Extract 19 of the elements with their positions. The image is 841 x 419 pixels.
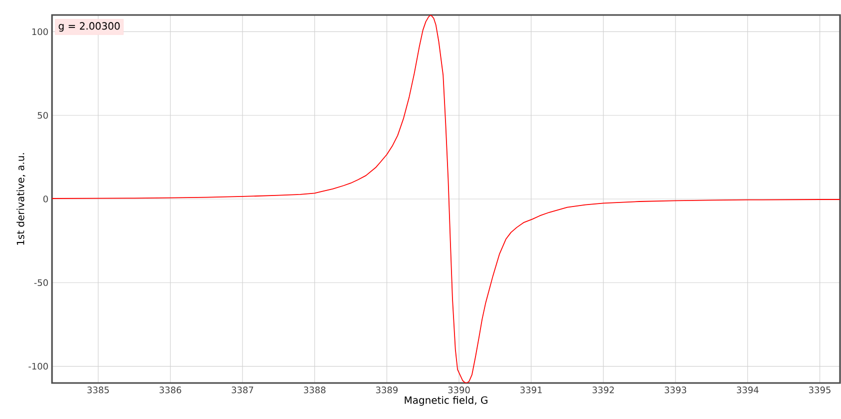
x-tick-label: 3391: [520, 386, 542, 394]
x-tick-label: 3388: [304, 386, 326, 394]
y-tick-label: -100: [28, 362, 48, 370]
y-tick-label: 100: [32, 28, 48, 36]
x-tick-label: 3390: [448, 386, 470, 394]
y-tick-label: 50: [38, 112, 48, 119]
x-axis-title: Magnetic field, G: [404, 396, 488, 406]
x-tick-label: 3389: [376, 386, 398, 394]
y-tick-label: -50: [34, 279, 48, 286]
y-axis-title: 1st derivative, a.u.: [16, 153, 26, 245]
x-tick-label: 3385: [87, 386, 109, 394]
x-tick-label: 3387: [232, 386, 254, 394]
x-tick-label: 3386: [160, 386, 182, 394]
y-tick-label: 0: [43, 196, 48, 202]
x-tick-label: 3394: [736, 386, 759, 394]
annotation: g = 2.00300: [58, 22, 120, 32]
x-tick-label: 3392: [592, 386, 614, 394]
x-tick-label: 3395: [809, 386, 830, 394]
x-tick-label: 3393: [664, 386, 686, 394]
